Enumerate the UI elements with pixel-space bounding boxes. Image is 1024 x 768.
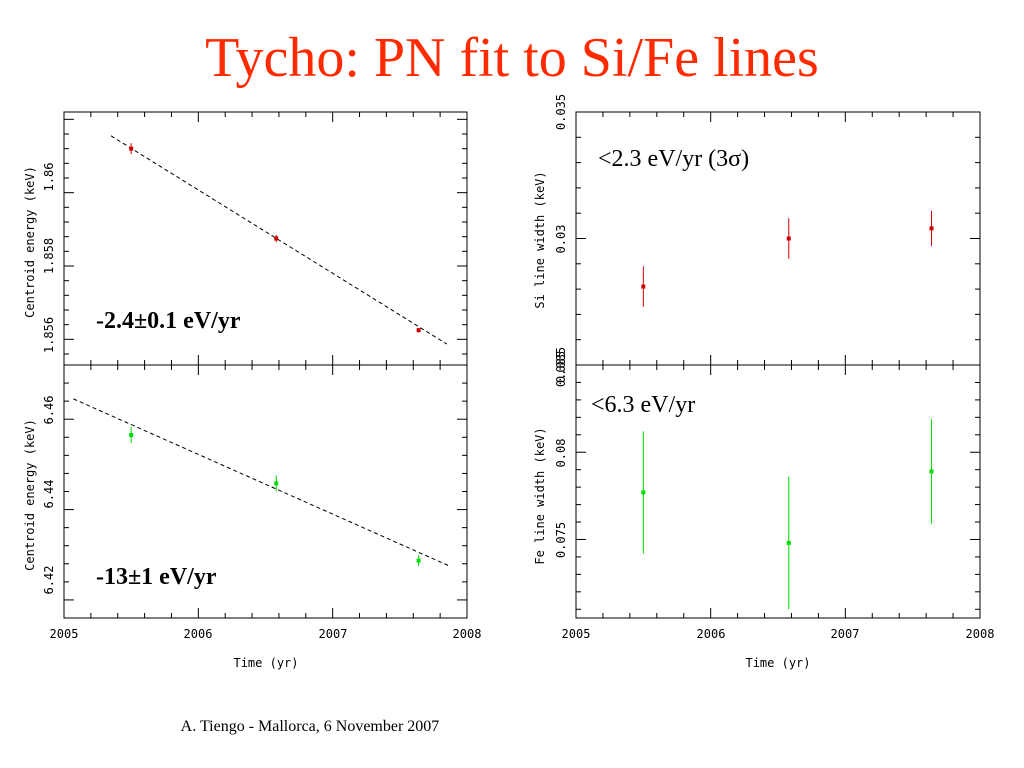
x-tick-label: 2007: [831, 627, 860, 641]
y-tick-label: 6.46: [42, 396, 56, 425]
rate-annotation: -2.4±0.1 eV/yr: [96, 308, 241, 334]
plot-frame: [575, 364, 981, 619]
y-tick-label: 6.44: [42, 480, 56, 509]
data-point: [786, 236, 791, 241]
data-point: [929, 226, 934, 231]
y-tick-label: 0.08: [554, 439, 568, 468]
x-tick-labels: 2005 2006 2007 2008: [50, 627, 482, 641]
data-marks: [641, 210, 934, 307]
data-point: [129, 433, 134, 438]
x-tick-label: 2006: [697, 627, 726, 641]
y-axis-label: Fe line width (keV): [533, 427, 547, 564]
x-tick-label: 2005: [50, 627, 79, 641]
data-point: [274, 481, 279, 486]
data-marks: [641, 419, 934, 610]
y-tick-label: 0.03: [554, 225, 568, 254]
x-tick-label: 2006: [184, 627, 213, 641]
data-marks: [73, 398, 450, 567]
y-tick-labels: 6.42 6.44 6.46: [42, 396, 56, 595]
y-tick-label: 0.085: [554, 347, 568, 383]
data-point: [274, 236, 279, 241]
x-axis-label: Time (yr): [233, 656, 298, 670]
y-axis-label: Centroid energy (keV): [23, 166, 37, 318]
panel-fe-centroid: 6.42 6.44 6.46 Centroid energy (keV) 200…: [23, 364, 482, 670]
y-tick-label: 0.035: [554, 94, 568, 130]
charts-canvas: 1.856 1.858 1.86 Centroid energy (keV) -…: [23, 94, 994, 670]
data-point: [641, 284, 646, 289]
fit-line: [110, 135, 448, 345]
y-tick-labels: 0.085 0.03 0.035: [554, 94, 568, 383]
rate-annotation: -13±1 eV/yr: [96, 564, 217, 590]
panel-fe-width: 0.075 0.08 0.085 Fe line width (keV) 200…: [533, 351, 994, 670]
slide-title: Tycho: PN fit to Si/Fe lines: [205, 27, 819, 89]
x-axis-label: Time (yr): [745, 656, 810, 670]
panel-si-width: 0.085 0.03 0.035 Si line width (keV) <2.…: [533, 94, 981, 383]
y-tick-label: 0.075: [554, 522, 568, 558]
y-tick-label: 1.856: [42, 317, 56, 353]
x-tick-labels: 2005 2006 2007 2008: [562, 627, 995, 641]
rate-annotation: <2.3 eV/yr (3σ): [598, 146, 749, 172]
data-point: [929, 469, 934, 474]
y-tick-labels: 0.075 0.08 0.085: [554, 351, 568, 558]
data-marks: [110, 135, 448, 345]
tick-marks: [63, 364, 468, 619]
y-tick-label: 1.858: [42, 238, 56, 274]
x-tick-label: 2008: [453, 627, 482, 641]
x-tick-label: 2007: [319, 627, 348, 641]
rate-annotation: <6.3 eV/yr: [591, 392, 695, 418]
data-point: [129, 146, 134, 151]
x-tick-label: 2005: [562, 627, 591, 641]
data-point: [416, 328, 421, 333]
y-axis-label: Centroid energy (keV): [23, 419, 37, 571]
tick-marks: [63, 112, 468, 365]
tick-marks: [575, 364, 981, 618]
x-tick-label: 2008: [966, 627, 995, 641]
y-axis-label: Si line width (keV): [533, 171, 547, 308]
fit-line: [73, 398, 450, 567]
y-tick-label: 6.42: [42, 566, 56, 595]
y-tick-label: 0.085: [554, 351, 568, 387]
slide-footer: A. Tiengo - Mallorca, 6 November 2007: [180, 718, 440, 735]
panel-si-centroid: 1.856 1.858 1.86 Centroid energy (keV) -…: [23, 111, 468, 366]
y-tick-label: 1.86: [42, 163, 56, 192]
data-point: [416, 558, 421, 563]
data-point: [786, 540, 791, 545]
y-tick-labels: 1.856 1.858 1.86: [42, 163, 56, 354]
data-point: [641, 490, 646, 495]
